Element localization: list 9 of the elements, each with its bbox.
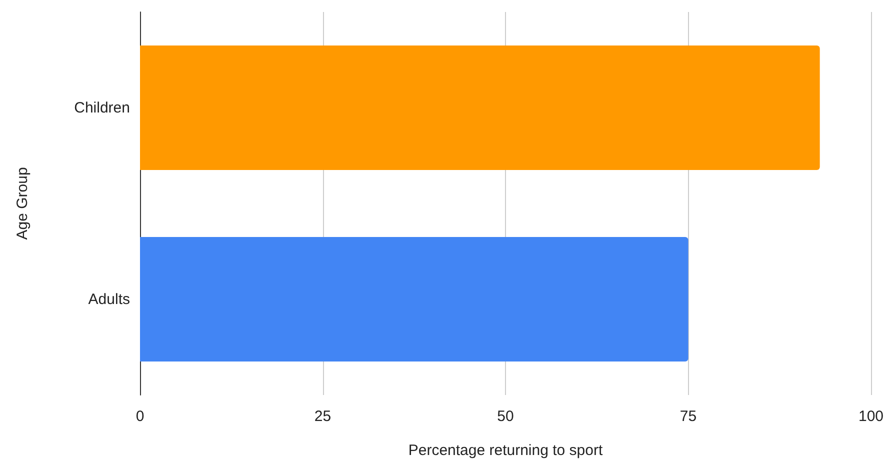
x-tick-label: 25 — [314, 408, 332, 425]
x-tick-label: 75 — [680, 408, 697, 425]
x-tick-label: 50 — [497, 408, 514, 425]
x-axis-title: Percentage returning to sport — [408, 442, 604, 459]
x-tick-label: 0 — [136, 408, 144, 425]
x-tick-label: 100 — [858, 408, 884, 425]
y-tick-label: Adults — [88, 290, 130, 308]
y-tick-label: Children — [74, 99, 130, 116]
y-axis-title: Age Group — [14, 167, 31, 240]
